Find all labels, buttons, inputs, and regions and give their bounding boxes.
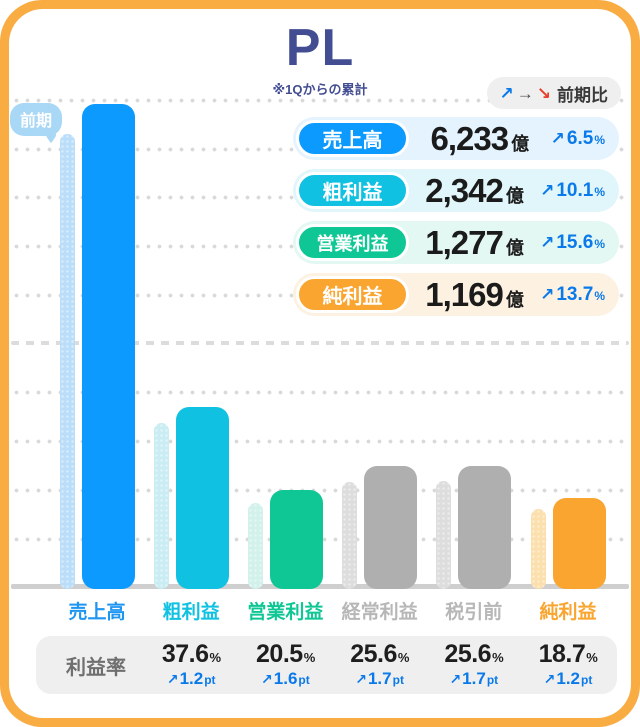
kpi-label-pill: 営業利益: [296, 224, 409, 261]
bar-previous-6: [530, 509, 546, 589]
kpi-value: 1,277 億: [409, 224, 540, 262]
kpi-value: 1,169 億: [409, 276, 540, 314]
kpi-delta-unit: %: [594, 288, 605, 303]
gridline-dashed: [11, 341, 629, 345]
kpi-row-1: 売上高 6,233 億 ↗ 6.5%: [293, 117, 619, 160]
kpi-delta: ↗ 6.5%: [551, 128, 605, 150]
comparison-legend: ↗ → ↘ 前期比: [486, 77, 621, 109]
kpi-delta-unit: %: [594, 132, 605, 147]
profit-margin-row-label: 利益率: [66, 656, 126, 679]
page-subtitle: ※1Qからの累計: [272, 82, 368, 97]
kpi-value-number: 1,169: [425, 275, 504, 313]
x-axis-label-3: 営業利益: [247, 602, 324, 623]
gridline: [11, 488, 629, 493]
bar-current-5: [458, 466, 512, 589]
kpi-delta-unit: %: [594, 184, 605, 199]
trend-up-icon: ↗: [550, 128, 565, 148]
gridline: [11, 390, 629, 395]
kpi-value-unit: 億: [505, 237, 524, 258]
bar-previous-5: [436, 481, 452, 589]
margin-cell-1: 37.6% ↗1.2pt: [143, 640, 239, 688]
x-axis-line: [11, 584, 629, 589]
kpi-delta: ↗ 10.1%: [540, 180, 605, 202]
trend-up-icon: ↗: [540, 232, 555, 252]
margin-value: 37.6%: [161, 640, 221, 668]
bar-previous-3: [247, 503, 263, 589]
x-axis-label-2: 粗利益: [162, 602, 220, 623]
gridline: [11, 439, 629, 444]
bar-current-2: [175, 407, 229, 589]
margin-value: 18.7%: [538, 640, 598, 668]
margin-cell-4: 25.6% ↗1.7pt: [426, 640, 522, 688]
margin-delta: ↗1.2pt: [166, 668, 216, 688]
kpi-delta-value: 6.5: [566, 127, 594, 149]
kpi-delta-value: 13.7: [556, 283, 594, 305]
kpi-value-number: 6,233: [430, 119, 510, 157]
margin-delta: ↗1.7pt: [355, 668, 404, 688]
margin-cell-3: 25.6% ↗1.7pt: [332, 640, 428, 688]
x-axis-label-1: 売上高: [68, 602, 126, 623]
kpi-row-3: 営業利益 1,277 億 ↗ 15.6%: [293, 221, 619, 264]
bar-current-4: [364, 466, 418, 589]
kpi-value-unit: 億: [505, 289, 524, 310]
kpi-delta-value: 10.1: [556, 179, 594, 201]
margin-delta: ↗1.2pt: [543, 668, 593, 688]
kpi-value-unit: 億: [505, 185, 524, 206]
kpi-value: 2,342 億: [409, 172, 540, 210]
kpi-delta: ↗ 15.6%: [540, 232, 605, 254]
trend-up-icon: ↗: [540, 284, 555, 304]
kpi-delta-unit: %: [594, 236, 605, 251]
bar-current-6: [552, 498, 606, 589]
bar-current-1: [81, 104, 135, 589]
x-axis-label-5: 税引前: [445, 602, 503, 623]
kpi-label-pill: 純利益: [296, 276, 409, 313]
kpi-value-number: 2,342: [425, 171, 504, 209]
kpi-row-2: 粗利益 2,342 億 ↗ 10.1%: [293, 169, 619, 212]
kpi-label-pill: 売上高: [296, 120, 409, 157]
margin-delta: ↗1.7pt: [449, 668, 499, 688]
trend-up-icon: ↗: [540, 180, 555, 200]
kpi-label-pill: 粗利益: [296, 172, 409, 209]
previous-period-bubble: 前期: [10, 103, 63, 136]
bar-previous-4: [342, 482, 358, 589]
x-axis-label-6: 純利益: [539, 602, 597, 623]
x-axis-label-4: 経常利益: [341, 602, 418, 623]
kpi-value: 6,233 億: [409, 120, 551, 158]
bar-current-3: [269, 490, 323, 589]
bar-previous-1: [59, 134, 75, 589]
kpi-value-number: 1,277: [425, 223, 504, 261]
profit-margin-table: 利益率 37.6% ↗1.2pt 20.5% ↗1.6pt 25.6% ↗1.7pt 25.…: [36, 636, 617, 694]
kpi-panel: 売上高 6,233 億 ↗ 6.5% 粗利益 2,342 億 ↗ 10.1% 営業利益 1,277 億 ↗…: [293, 117, 619, 316]
kpi-value-unit: 億: [511, 133, 530, 154]
kpi-row-4: 純利益 1,169 億 ↗ 13.7%: [293, 273, 619, 316]
margin-value: 25.6%: [350, 640, 409, 668]
trend-up-icon: ↗: [499, 83, 514, 103]
kpi-delta: ↗ 13.7%: [540, 284, 605, 306]
margin-cell-2: 20.5% ↗1.6pt: [237, 640, 333, 688]
margin-cell-5: 18.7% ↗1.2pt: [520, 640, 616, 688]
margin-value: 25.6%: [444, 640, 504, 668]
kpi-delta-value: 15.6: [556, 231, 594, 253]
gridline: [11, 98, 629, 103]
trend-down-icon: ↘: [536, 83, 551, 103]
margin-delta: ↗1.6pt: [261, 668, 310, 688]
trend-flat-icon: →: [516, 83, 534, 103]
page-title: PL: [285, 19, 355, 77]
margin-value: 20.5%: [256, 640, 315, 668]
bar-previous-2: [153, 423, 169, 589]
legend-label: 前期比: [557, 85, 608, 105]
